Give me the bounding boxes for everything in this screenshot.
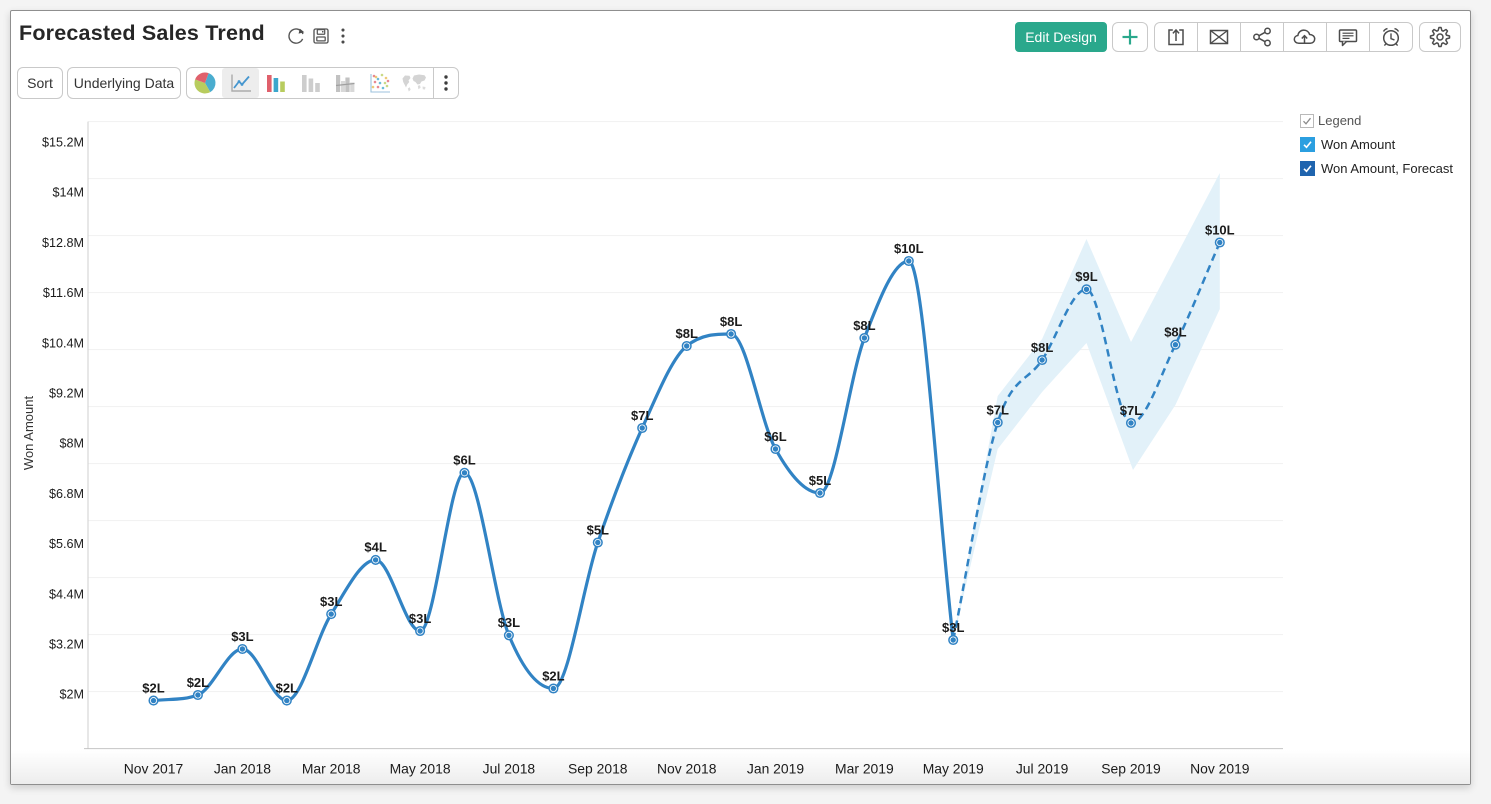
svg-text:$3.2M: $3.2M	[49, 638, 84, 652]
svg-text:$8L: $8L	[675, 326, 697, 341]
svg-text:Nov 2019: Nov 2019	[1190, 761, 1250, 777]
svg-text:$7L: $7L	[986, 402, 1008, 417]
svg-text:$8L: $8L	[853, 318, 875, 333]
svg-text:May 2019: May 2019	[923, 761, 984, 777]
svg-text:Mar 2019: Mar 2019	[835, 761, 894, 777]
svg-text:$7L: $7L	[1120, 403, 1142, 418]
svg-text:$8L: $8L	[1031, 340, 1053, 355]
svg-text:$5L: $5L	[587, 522, 609, 537]
svg-text:Won Amount: Won Amount	[21, 396, 36, 471]
svg-text:$5L: $5L	[809, 473, 831, 488]
svg-text:$5.6M: $5.6M	[49, 537, 84, 551]
svg-text:$2L: $2L	[542, 668, 564, 683]
svg-text:$15.2M: $15.2M	[42, 136, 84, 150]
svg-text:$3L: $3L	[498, 615, 520, 630]
svg-text:Nov 2018: Nov 2018	[657, 761, 717, 777]
svg-text:Sep 2018: Sep 2018	[568, 761, 628, 777]
svg-text:$10.4M: $10.4M	[42, 336, 84, 350]
svg-text:$4L: $4L	[364, 540, 386, 555]
svg-text:$2L: $2L	[187, 675, 209, 690]
svg-text:$3L: $3L	[231, 629, 253, 644]
svg-text:$2L: $2L	[276, 680, 298, 695]
svg-text:$8L: $8L	[1164, 325, 1186, 340]
svg-text:$2L: $2L	[142, 680, 164, 695]
svg-text:$7L: $7L	[631, 408, 653, 423]
svg-text:$9L: $9L	[1075, 269, 1097, 284]
svg-text:$14M: $14M	[52, 186, 84, 200]
svg-text:May 2018: May 2018	[390, 761, 451, 777]
svg-text:Mar 2018: Mar 2018	[302, 761, 361, 777]
svg-text:$3L: $3L	[409, 611, 431, 626]
svg-text:$6L: $6L	[453, 453, 475, 468]
svg-text:Jul 2018: Jul 2018	[483, 761, 536, 777]
svg-text:Nov 2017: Nov 2017	[124, 761, 184, 777]
svg-text:$6L: $6L	[764, 429, 786, 444]
svg-text:$8M: $8M	[60, 437, 85, 451]
svg-text:$11.6M: $11.6M	[43, 286, 84, 300]
svg-text:Sep 2019: Sep 2019	[1101, 761, 1161, 777]
svg-text:$10L: $10L	[894, 241, 924, 256]
svg-text:Jan 2019: Jan 2019	[747, 761, 804, 777]
svg-text:$3L: $3L	[320, 594, 342, 609]
svg-text:Jan 2018: Jan 2018	[214, 761, 271, 777]
svg-text:Jul 2019: Jul 2019	[1016, 761, 1069, 777]
svg-text:$9.2M: $9.2M	[49, 387, 84, 401]
svg-text:$3L: $3L	[942, 620, 964, 635]
svg-text:$6.8M: $6.8M	[49, 487, 84, 501]
svg-text:$4.4M: $4.4M	[49, 587, 84, 601]
svg-text:$2M: $2M	[60, 688, 85, 702]
svg-text:$12.8M: $12.8M	[42, 236, 84, 250]
svg-text:$10L: $10L	[1205, 222, 1235, 237]
svg-text:$8L: $8L	[720, 314, 742, 329]
